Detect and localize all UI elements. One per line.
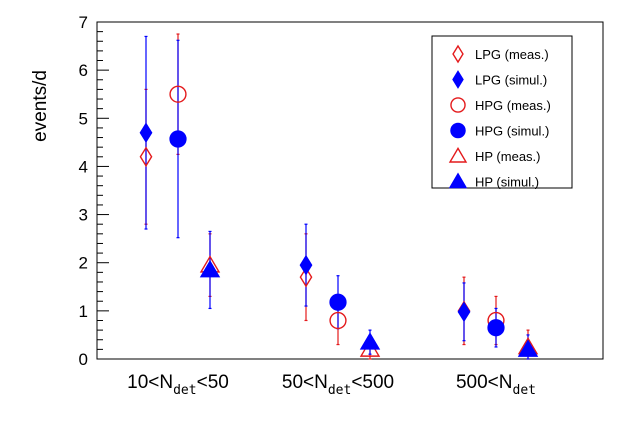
data-point: [169, 85, 187, 103]
legend-label: LPG (meas.): [475, 47, 549, 62]
x-label-subscript: det: [328, 383, 351, 398]
x-label-suffix: <50: [197, 372, 229, 393]
x-label-subscript: det: [173, 383, 196, 398]
x-category-label: 10<Ndet<50: [127, 372, 229, 398]
legend-label: HPG (meas.): [475, 98, 551, 113]
legend-marker: [450, 97, 466, 113]
legend-marker: [452, 70, 464, 89]
data-point: [517, 339, 539, 357]
legend-marker: [448, 147, 468, 163]
legend: LPG (meas.) LPG (simul.) HPG (meas.) HPG (s…: [431, 35, 573, 190]
legend-marker: [452, 44, 464, 64]
x-label-prefix: 10<N: [127, 372, 173, 393]
y-tick-label: 1: [79, 302, 88, 321]
data-point: [299, 254, 313, 276]
y-tick-label: 4: [79, 157, 88, 176]
data-point: [329, 293, 347, 311]
x-label-suffix: <500: [351, 372, 394, 393]
y-axis-title: events/d: [30, 70, 51, 142]
legend-label: HP (meas.): [475, 149, 541, 164]
legend-marker: [448, 172, 468, 189]
data-point: [329, 311, 347, 330]
plot-frame: [96, 21, 604, 360]
y-tick-label: 3: [79, 206, 88, 225]
y-tick-label: 6: [79, 61, 88, 80]
data-point: [139, 122, 153, 144]
data-point: [199, 260, 221, 278]
x-category-label: 500<Ndet: [456, 372, 536, 398]
x-axis: 10<Ndet<50 50<Ndet<500 500<Ndet: [127, 372, 536, 398]
y-tick-label: 0: [79, 350, 88, 369]
data-point: [169, 130, 187, 148]
data-point: [139, 146, 153, 168]
data-point: [457, 301, 471, 323]
x-label-subscript: det: [513, 383, 536, 398]
y-tick-label: 7: [79, 13, 88, 32]
x-label-prefix: 50<N: [282, 372, 328, 393]
x-category-label: 50<Ndet<500: [282, 372, 394, 398]
legend-label: LPG (simul.): [475, 73, 547, 88]
x-label-prefix: 500<N: [456, 372, 513, 393]
y-tick-label: 2: [79, 254, 88, 273]
legend-label: HPG (simul.): [475, 124, 549, 139]
y-axis: 0 1 2 3 4 5 6 7: [79, 13, 109, 369]
legend-label: HP (simul.): [475, 175, 539, 190]
data-point: [487, 319, 505, 337]
y-tick-label: 5: [79, 109, 88, 128]
data-marks: [139, 33, 539, 360]
data-point: [299, 266, 313, 288]
legend-marker: [450, 122, 466, 139]
data-point: [359, 332, 381, 350]
